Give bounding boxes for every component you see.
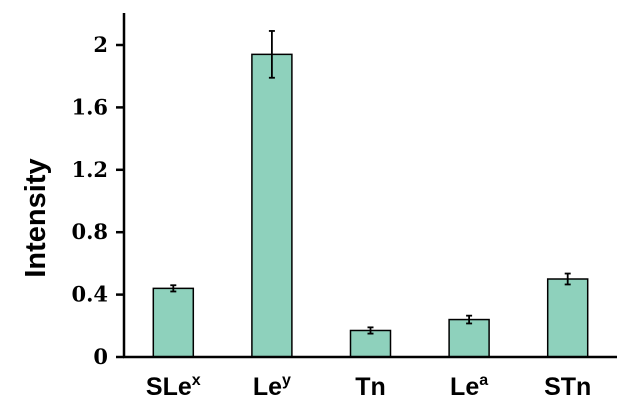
error-bar xyxy=(268,30,275,79)
y-axis-label: Intensity xyxy=(20,158,52,277)
error-bar xyxy=(367,326,374,335)
x-tick-label: Tn xyxy=(355,373,386,401)
y-tick-label: 0.8 xyxy=(71,219,108,244)
bar xyxy=(448,318,490,358)
y-axis-ticks: 0 0.4 0.8 1.2 1.6 2 xyxy=(71,32,124,369)
x-tick-label: SLex xyxy=(146,372,201,401)
error-bar xyxy=(564,272,571,286)
y-tick-label: 1.6 xyxy=(71,94,108,119)
error-bars xyxy=(170,30,571,335)
bars xyxy=(152,53,589,358)
x-axis-labels: SLex Ley Tn Lea STn xyxy=(146,372,591,401)
y-tick-label: 0 xyxy=(93,344,108,369)
error-bar xyxy=(170,284,177,293)
y-tick-label: 0.4 xyxy=(71,282,108,307)
error-bar xyxy=(466,314,473,325)
x-tick-label: STn xyxy=(544,373,591,401)
x-tick-label: Lea xyxy=(450,372,488,401)
bar xyxy=(251,53,293,358)
y-tick-label: 2 xyxy=(93,32,108,57)
x-tick-label: Ley xyxy=(253,372,291,401)
bar xyxy=(546,278,589,358)
bar xyxy=(152,287,195,358)
y-tick-label: 1.2 xyxy=(71,157,108,182)
